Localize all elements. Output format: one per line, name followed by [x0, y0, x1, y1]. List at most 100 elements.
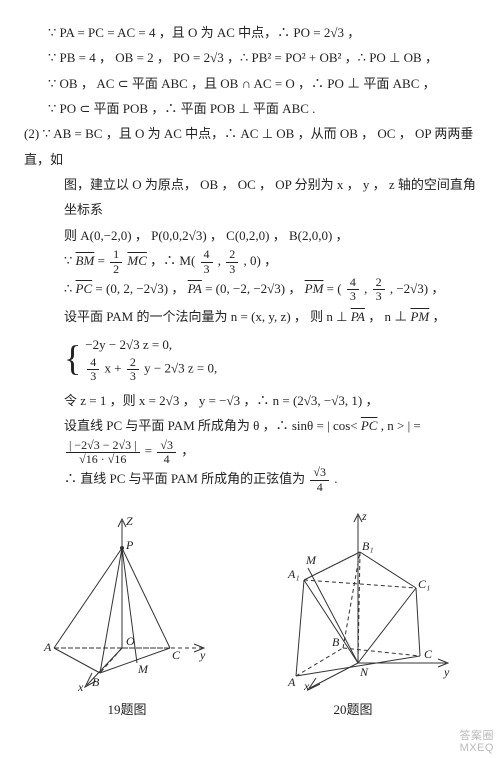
frac: 2 3 — [127, 356, 139, 383]
label-A: A — [287, 675, 296, 689]
label-C1: C₁ — [418, 577, 430, 591]
numerator: √3 — [310, 466, 329, 480]
vec-pc: PC — [361, 418, 378, 433]
label-B1: B₁ — [362, 539, 374, 553]
text: , −2√3) ， — [390, 281, 445, 296]
frac: √3 4 — [310, 466, 329, 493]
denominator: 3 — [201, 263, 213, 276]
watermark-line: 答案圈 — [460, 730, 495, 742]
pc-pa-pm-line: ∴ PC = (0, 2, −2√3) ， PA = (0, −2, −2√3)… — [24, 276, 476, 304]
label-M: M — [137, 662, 149, 676]
text: ，∴ M( — [150, 253, 195, 268]
text: ∴ 直线 PC 与平面 PAM 所成角的正弦值为 — [64, 471, 308, 486]
frac: | −2√3 − 2√3 | √16 · √16 — [66, 439, 140, 466]
part2-lead: (2) ∵ AB = BC ，且 O 为 AC 中点，∴ AC ⊥ OB ，从而… — [24, 121, 476, 172]
label-y: y — [199, 648, 206, 662]
label-x: x — [303, 679, 310, 693]
figure-20: z A₁ B₁ C₁ M A B C N x y 20题图 — [248, 508, 458, 722]
part2-cont: 图，建立以 O 为原点， OB ， OC ， OP 分别为 x ， y ， z … — [24, 172, 476, 223]
text: 设直线 PC 与平面 PAM 所成角为 θ ，∴ sinθ = | cos< — [64, 418, 361, 433]
numerator: 1 — [110, 248, 122, 262]
let-line: 令 z = 1 ，则 x = 2√3 ， y = −√3 ，∴ n = (2√3… — [24, 388, 476, 413]
denominator: 4 — [157, 453, 176, 466]
text: ∵ — [64, 253, 76, 268]
sys-row-2: 4 3 x + 2 3 y − 2√3 z = 0, — [85, 356, 217, 383]
numerator: 2 — [373, 276, 385, 290]
label-B: B — [332, 635, 340, 649]
numerator: 2 — [127, 356, 139, 370]
vec-pc: PC — [76, 281, 93, 296]
numerator: 2 — [226, 248, 238, 262]
frac: 2 3 — [226, 248, 238, 275]
final-line: ∴ 直线 PC 与平面 PAM 所成角的正弦值为 √3 4 . — [24, 466, 476, 494]
denominator: 4 — [310, 481, 329, 494]
denominator: 3 — [127, 370, 139, 383]
figure-20-caption: 20题图 — [248, 697, 458, 722]
label-P: P — [125, 538, 134, 552]
brace-icon: { — [64, 340, 81, 376]
label-z: z — [361, 509, 367, 523]
numerator: 4 — [201, 248, 213, 262]
proof-line: ∵ PA = PC = AC = 4 ，且 O 为 AC 中点，∴ PO = 2… — [24, 20, 476, 45]
text: . — [334, 471, 337, 486]
text: , — [364, 281, 371, 296]
text: 设平面 PAM 的一个法向量为 n = (x, y, z) ， 则 n ⊥ — [64, 309, 351, 324]
vec-pa: PA — [188, 281, 202, 296]
numerator: | −2√3 − 2√3 | — [66, 439, 140, 453]
vec-mc: MC — [127, 253, 147, 268]
proof-line: ∵ PB = 4 ， OB = 2 ， PO = 2√3 ，∴ PB² = PO… — [24, 45, 476, 70]
label-B: B — [92, 675, 100, 689]
label-O: O — [126, 634, 135, 648]
text: , 0) ， — [244, 253, 278, 268]
text: = ( — [327, 281, 342, 296]
label-A1: A₁ — [287, 567, 300, 581]
numerator: 4 — [347, 276, 359, 290]
label-A: A — [43, 640, 52, 654]
text: = (0, 2, −2√3) ， — [95, 281, 187, 296]
watermark-line: MXEQ — [460, 742, 495, 754]
proof-line: ∵ PO ⊂ 平面 POB ，∴ 平面 POB ⊥ 平面 ABC . — [24, 96, 476, 121]
vec-pm: PM — [410, 309, 429, 324]
text: y − 2√3 z = 0, — [144, 361, 217, 376]
sin-line: 设直线 PC 与平面 PAM 所成角为 θ ，∴ sinθ = | cos< P… — [24, 413, 476, 466]
denominator: 3 — [347, 290, 359, 303]
system-block: { −2y − 2√3 z = 0, 4 3 x + 2 3 y − 2√3 z… — [24, 333, 476, 384]
denominator: 3 — [87, 370, 99, 383]
label-C: C — [424, 647, 433, 661]
numerator: √3 — [157, 439, 176, 453]
proof-line: ∵ OB ， AC ⊂ 平面 ABC ，且 OB ∩ AC = O ，∴ PO … — [24, 71, 476, 96]
denominator: 3 — [226, 263, 238, 276]
frac: 2 3 — [373, 276, 385, 303]
bm-line: ∵ BM = 1 2 MC ，∴ M( 4 3 , 2 3 , 0) ， — [24, 248, 476, 276]
figure-19-svg: Z P A B C O M x y — [42, 513, 212, 693]
frac: 4 3 — [201, 248, 213, 275]
denominator: √16 · √16 — [66, 453, 140, 466]
denominator: 2 — [110, 263, 122, 276]
denominator: 3 — [373, 290, 385, 303]
text: ， — [181, 443, 194, 458]
text: x + — [105, 361, 125, 376]
label-M: M — [305, 553, 317, 567]
frac: 4 3 — [87, 356, 99, 383]
frac: 4 3 — [347, 276, 359, 303]
figure-20-svg: z A₁ B₁ C₁ M A B C N x y — [248, 508, 458, 693]
label-C: C — [172, 648, 181, 662]
text: ∴ — [64, 281, 76, 296]
figure-19: Z P A B C O M x y 19题图 — [42, 513, 212, 722]
label-x: x — [77, 680, 84, 693]
text: = (0, −2, −2√3) ， — [205, 281, 305, 296]
coords-line: 则 A(0,−2,0) ， P(0,0,2√3) ， C(0,2,0) ， B(… — [24, 223, 476, 248]
figures-row: Z P A B C O M x y 19题图 — [24, 508, 476, 722]
label-y: y — [443, 665, 450, 679]
frac: √3 4 — [157, 439, 176, 466]
text: , n > | = — [381, 418, 421, 433]
text: = — [98, 253, 109, 268]
text: , — [218, 253, 225, 268]
sys-row-1: −2y − 2√3 z = 0, — [85, 333, 217, 356]
label-Z: Z — [126, 514, 133, 528]
vec-pa: PA — [351, 309, 365, 324]
frac: 1 2 — [110, 248, 122, 275]
vec-pm: PM — [305, 281, 324, 296]
text: = — [145, 443, 156, 458]
numerator: 4 — [87, 356, 99, 370]
